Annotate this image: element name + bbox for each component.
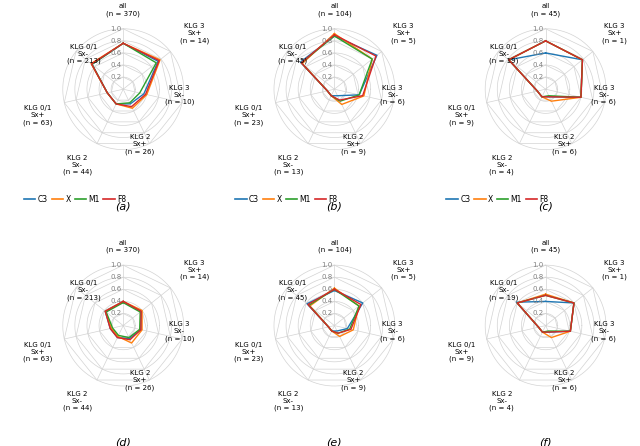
- Text: (a): (a): [115, 202, 131, 211]
- Text: all
(n = 370): all (n = 370): [106, 240, 140, 253]
- Text: 1.0: 1.0: [321, 262, 333, 268]
- Text: KLG 2
Sx-
(n = 44): KLG 2 Sx- (n = 44): [63, 154, 92, 175]
- Text: 0.4: 0.4: [110, 62, 122, 68]
- Text: 0.6: 0.6: [532, 286, 544, 292]
- Text: KLG 3
Sx+
(n = 14): KLG 3 Sx+ (n = 14): [180, 24, 209, 44]
- Text: KLG 3
Sx+
(n = 5): KLG 3 Sx+ (n = 5): [391, 24, 416, 44]
- Text: KLG 2
Sx+
(n = 9): KLG 2 Sx+ (n = 9): [341, 371, 366, 391]
- Text: all
(n = 104): all (n = 104): [317, 240, 351, 253]
- Text: KLG 0/1
Sx+
(n = 63): KLG 0/1 Sx+ (n = 63): [23, 342, 52, 362]
- Text: all
(n = 45): all (n = 45): [531, 240, 560, 253]
- Text: KLG 0/1
Sx-
(n = 45): KLG 0/1 Sx- (n = 45): [278, 281, 307, 301]
- Text: (f): (f): [540, 438, 552, 446]
- Text: 1.0: 1.0: [321, 26, 333, 32]
- Text: 0.8: 0.8: [110, 274, 122, 280]
- Legend: C3, X, M1, F8: C3, X, M1, F8: [24, 194, 126, 203]
- Text: (b): (b): [326, 202, 342, 211]
- Text: KLG 3
Sx-
(n = 6): KLG 3 Sx- (n = 6): [591, 321, 616, 342]
- Text: 0.8: 0.8: [321, 274, 333, 280]
- Text: 0.4: 0.4: [321, 298, 333, 305]
- Text: KLG 3
Sx+
(n = 1): KLG 3 Sx+ (n = 1): [602, 24, 627, 44]
- Text: all
(n = 370): all (n = 370): [106, 3, 140, 17]
- Text: KLG 2
Sx+
(n = 6): KLG 2 Sx+ (n = 6): [552, 134, 577, 154]
- Text: KLG 2
Sx+
(n = 9): KLG 2 Sx+ (n = 9): [341, 134, 366, 154]
- Text: KLG 2
Sx+
(n = 26): KLG 2 Sx+ (n = 26): [125, 134, 155, 154]
- Text: KLG 2
Sx-
(n = 44): KLG 2 Sx- (n = 44): [63, 391, 92, 411]
- Legend: C3, X, M1, F8: C3, X, M1, F8: [446, 194, 548, 203]
- Text: all
(n = 45): all (n = 45): [531, 3, 560, 17]
- Text: KLG 3
Sx-
(n = 6): KLG 3 Sx- (n = 6): [591, 85, 616, 105]
- Text: 0.2: 0.2: [110, 310, 122, 317]
- Text: KLG 3
Sx-
(n = 10): KLG 3 Sx- (n = 10): [164, 85, 194, 105]
- Text: KLG 3
Sx+
(n = 5): KLG 3 Sx+ (n = 5): [391, 260, 416, 281]
- Text: KLG 2
Sx-
(n = 13): KLG 2 Sx- (n = 13): [273, 391, 303, 411]
- Text: KLG 2
Sx+
(n = 6): KLG 2 Sx+ (n = 6): [552, 371, 577, 391]
- Text: KLG 0/1
Sx-
(n = 213): KLG 0/1 Sx- (n = 213): [67, 281, 100, 301]
- Text: 0.6: 0.6: [321, 50, 333, 56]
- Text: KLG 2
Sx+
(n = 26): KLG 2 Sx+ (n = 26): [125, 371, 155, 391]
- Text: KLG 0/1
Sx-
(n = 45): KLG 0/1 Sx- (n = 45): [278, 44, 307, 65]
- Text: KLG 0/1
Sx-
(n = 19): KLG 0/1 Sx- (n = 19): [489, 44, 518, 65]
- Text: KLG 3
Sx-
(n = 6): KLG 3 Sx- (n = 6): [380, 85, 405, 105]
- Text: 1.0: 1.0: [532, 26, 544, 32]
- Text: 0.2: 0.2: [321, 310, 333, 317]
- Legend: C3, X, M1, F8: C3, X, M1, F8: [235, 194, 337, 203]
- Text: (d): (d): [115, 438, 131, 446]
- Text: KLG 3
Sx+
(n = 1): KLG 3 Sx+ (n = 1): [602, 260, 627, 281]
- Text: 0.6: 0.6: [321, 286, 333, 292]
- Text: 0.8: 0.8: [532, 274, 544, 280]
- Text: KLG 0/1
Sx+
(n = 23): KLG 0/1 Sx+ (n = 23): [234, 105, 264, 126]
- Text: KLG 0/1
Sx-
(n = 213): KLG 0/1 Sx- (n = 213): [67, 44, 100, 65]
- Text: 0.6: 0.6: [110, 50, 122, 56]
- Text: 0.4: 0.4: [532, 62, 544, 68]
- Text: KLG 0/1
Sx+
(n = 9): KLG 0/1 Sx+ (n = 9): [447, 105, 475, 126]
- Text: (e): (e): [326, 438, 342, 446]
- Text: 0.2: 0.2: [110, 74, 122, 80]
- Text: KLG 3
Sx-
(n = 6): KLG 3 Sx- (n = 6): [380, 321, 405, 342]
- Text: 0.4: 0.4: [321, 62, 333, 68]
- Text: 0.8: 0.8: [321, 38, 333, 44]
- Text: KLG 2
Sx-
(n = 13): KLG 2 Sx- (n = 13): [273, 154, 303, 175]
- Text: 0.8: 0.8: [110, 38, 122, 44]
- Text: 0.8: 0.8: [532, 38, 544, 44]
- Text: 0.2: 0.2: [532, 74, 544, 80]
- Text: KLG 2
Sx-
(n = 4): KLG 2 Sx- (n = 4): [490, 154, 514, 175]
- Text: 1.0: 1.0: [532, 262, 544, 268]
- Text: KLG 0/1
Sx+
(n = 23): KLG 0/1 Sx+ (n = 23): [234, 342, 264, 362]
- Text: KLG 2
Sx-
(n = 4): KLG 2 Sx- (n = 4): [490, 391, 514, 411]
- Text: KLG 3
Sx-
(n = 10): KLG 3 Sx- (n = 10): [164, 321, 194, 342]
- Text: KLG 3
Sx+
(n = 14): KLG 3 Sx+ (n = 14): [180, 260, 209, 281]
- Text: all
(n = 104): all (n = 104): [317, 3, 351, 17]
- Text: 0.2: 0.2: [532, 310, 544, 317]
- Text: 0.4: 0.4: [110, 298, 122, 305]
- Text: KLG 0/1
Sx+
(n = 63): KLG 0/1 Sx+ (n = 63): [23, 105, 52, 126]
- Text: 0.6: 0.6: [110, 286, 122, 292]
- Text: (c): (c): [538, 202, 553, 211]
- Text: KLG 0/1
Sx+
(n = 9): KLG 0/1 Sx+ (n = 9): [447, 342, 475, 362]
- Text: 0.6: 0.6: [532, 50, 544, 56]
- Text: 1.0: 1.0: [110, 262, 122, 268]
- Text: 0.2: 0.2: [321, 74, 333, 80]
- Text: 0.4: 0.4: [532, 298, 544, 305]
- Text: 1.0: 1.0: [110, 26, 122, 32]
- Text: KLG 0/1
Sx-
(n = 19): KLG 0/1 Sx- (n = 19): [489, 281, 518, 301]
